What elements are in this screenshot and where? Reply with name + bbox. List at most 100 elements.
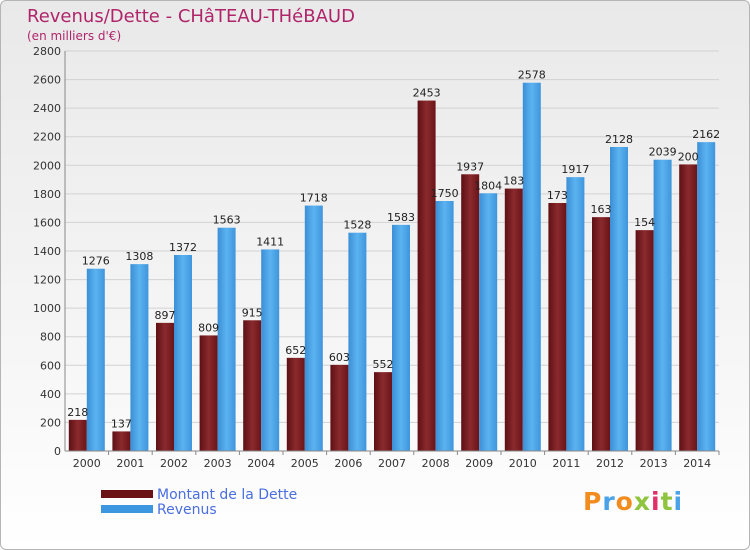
- bar-dette: [68, 419, 87, 451]
- x-tick-label: 2007: [378, 457, 406, 470]
- x-tick-label: 2011: [552, 457, 580, 470]
- y-tick-label: 2200: [33, 131, 61, 144]
- bar-dette: [243, 320, 262, 451]
- bar-revenus: [174, 255, 192, 451]
- bar-dette: [112, 431, 131, 451]
- data-label-revenus: 1583: [387, 211, 415, 224]
- x-tick-label: 2013: [640, 457, 668, 470]
- bar-revenus: [610, 147, 628, 451]
- data-label-revenus: 2039: [649, 146, 677, 159]
- bar-dette: [199, 335, 218, 451]
- x-tick-label: 2009: [465, 457, 493, 470]
- data-label-revenus: 1276: [82, 255, 110, 268]
- data-label-dette: 809: [198, 321, 219, 334]
- data-label-dette: 552: [373, 358, 394, 371]
- x-tick-label: 2008: [422, 457, 450, 470]
- data-label-revenus: 1411: [256, 235, 284, 248]
- y-tick-label: 200: [40, 416, 61, 429]
- data-label-revenus: 1750: [431, 187, 459, 200]
- bar-revenus: [348, 232, 367, 451]
- x-tick-label: 2003: [204, 457, 232, 470]
- logo-letter: i: [673, 487, 684, 516]
- bar-revenus: [86, 268, 105, 451]
- x-tick-label: 2012: [596, 457, 624, 470]
- y-tick-label: 800: [40, 331, 61, 344]
- data-label-dette: 154: [634, 216, 655, 229]
- chart-title: Revenus/Dette - CHâTEAU-THéBAUD: [27, 6, 355, 27]
- bar-dette: [504, 188, 523, 452]
- bar-revenus: [392, 224, 410, 451]
- bar-revenus: [479, 193, 498, 452]
- legend-label-revenus: Revenus: [157, 502, 217, 518]
- bar-dette: [374, 372, 392, 451]
- bar-dette: [635, 230, 654, 451]
- bar-dette: [417, 100, 436, 452]
- legend-item-dette: Montant de la Dette: [101, 487, 361, 503]
- chart-subtitle: (en milliers d'€): [27, 29, 122, 43]
- data-label-revenus: 2162: [692, 128, 720, 141]
- bar-revenus: [435, 201, 454, 451]
- bar-dette: [592, 217, 610, 451]
- legend-swatch-revenus: [101, 505, 153, 513]
- bar-revenus: [304, 205, 323, 451]
- legend-swatch-dette: [101, 490, 153, 498]
- bar-dette: [156, 322, 174, 451]
- x-tick-label: 2010: [509, 457, 537, 470]
- data-label-revenus: 1372: [169, 241, 197, 254]
- data-label-dette: 2453: [413, 87, 441, 100]
- data-label-dette: 603: [329, 351, 350, 364]
- logo-letter: P: [583, 487, 603, 516]
- data-label-dette: 173: [547, 189, 568, 202]
- x-tick-label: 2004: [247, 457, 275, 470]
- data-label-revenus: 1528: [343, 219, 371, 232]
- chart-legend: Montant de la Dette Revenus: [101, 487, 361, 518]
- y-tick-label: 2600: [33, 74, 61, 87]
- y-tick-label: 0: [54, 445, 61, 458]
- y-tick-label: 1800: [33, 188, 61, 201]
- data-label-dette: 915: [242, 306, 263, 319]
- bar-revenus: [522, 82, 541, 451]
- logo-letter: i: [651, 487, 661, 516]
- data-label-dette: 163: [591, 203, 612, 216]
- logo-letter: o: [615, 487, 634, 516]
- data-label-dette: 183: [503, 175, 524, 188]
- legend-label-dette: Montant de la Dette: [157, 487, 298, 503]
- bar-revenus: [130, 264, 149, 451]
- y-tick-label: 1000: [33, 302, 61, 315]
- y-tick-label: 2000: [33, 159, 61, 172]
- x-tick-label: 2014: [683, 457, 711, 470]
- bar-revenus: [566, 177, 585, 451]
- y-tick-label: 2800: [33, 45, 61, 58]
- x-tick-label: 2006: [334, 457, 362, 470]
- data-label-dette: 1937: [456, 160, 484, 173]
- data-label-dette: 137: [111, 417, 132, 430]
- y-tick-label: 400: [40, 388, 61, 401]
- logo-letter: x: [633, 487, 651, 516]
- data-label-dette: 200: [678, 150, 699, 163]
- y-tick-label: 2400: [33, 102, 61, 115]
- data-label-dette: 218: [67, 406, 88, 419]
- legend-item-revenus: Revenus: [101, 502, 361, 518]
- y-tick-label: 1400: [33, 245, 61, 258]
- data-label-revenus: 1917: [561, 163, 589, 176]
- bar-revenus: [653, 159, 672, 451]
- y-tick-label: 600: [40, 359, 61, 372]
- proxiti-logo: Proxiti: [583, 487, 683, 516]
- logo-letter: t: [660, 487, 674, 516]
- bar-dette: [679, 164, 698, 451]
- logo-letter: r: [602, 487, 616, 516]
- data-label-revenus: 2578: [518, 69, 546, 82]
- bar-dette: [461, 174, 480, 452]
- x-tick-label: 2000: [73, 457, 101, 470]
- data-label-revenus: 1804: [474, 179, 502, 192]
- y-tick-label: 1600: [33, 216, 61, 229]
- bar-revenus: [261, 249, 280, 451]
- data-label-revenus: 1563: [213, 214, 241, 227]
- x-tick-label: 2001: [116, 457, 144, 470]
- data-label-dette: 897: [155, 309, 176, 322]
- bar-dette: [548, 203, 567, 451]
- bar-dette: [286, 357, 305, 451]
- bar-revenus: [217, 227, 236, 451]
